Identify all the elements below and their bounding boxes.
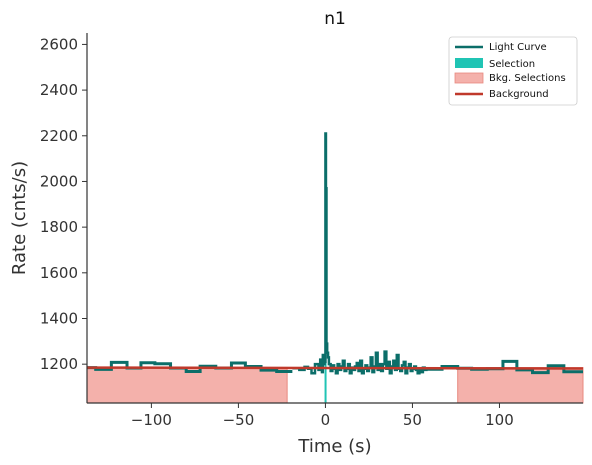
y-tick-label-1: 1400 bbox=[40, 309, 78, 327]
selection-band bbox=[324, 355, 327, 403]
y-tick-label-7: 2600 bbox=[40, 35, 78, 53]
y-tick-label-3: 1800 bbox=[40, 218, 78, 236]
y-tick-label-5: 2200 bbox=[40, 127, 78, 145]
light-curve-series bbox=[87, 132, 583, 375]
legend-label-selection: Selection bbox=[489, 59, 535, 70]
y-tick-label-4: 2000 bbox=[40, 172, 78, 190]
x-axis-label: Time (s) bbox=[297, 436, 371, 457]
light-curve-post bbox=[426, 359, 583, 375]
light-curve-burst bbox=[292, 132, 428, 375]
chart-title: n1 bbox=[324, 9, 346, 29]
y-tick-label-6: 2400 bbox=[40, 81, 78, 99]
x-ticks: −100 −50 0 50 100 bbox=[131, 403, 514, 429]
legend-label-bkg-selections: Bkg. Selections bbox=[489, 73, 566, 84]
y-ticks: 1200 1400 1600 1800 2000 2200 2400 2600 bbox=[40, 35, 87, 373]
background-line bbox=[86, 366, 584, 370]
light-curve-pre bbox=[87, 360, 293, 373]
legend-frame bbox=[448, 36, 578, 106]
y-axis-label: Rate (cnts/s) bbox=[9, 161, 30, 275]
x-tick-label-0: −100 bbox=[131, 411, 172, 429]
bkg-selection-region-0 bbox=[86, 367, 288, 404]
background-series bbox=[86, 366, 584, 370]
bkg-selection-region-1 bbox=[457, 367, 584, 404]
legend-swatch-bkg-selections bbox=[454, 72, 484, 84]
x-tick-label-4: 100 bbox=[485, 411, 514, 429]
x-tick-label-2: 0 bbox=[321, 411, 331, 429]
axes bbox=[86, 33, 583, 404]
legend-label-background: Background bbox=[489, 89, 549, 100]
legend: Light Curve Selection Bkg. Selections Ba… bbox=[448, 36, 578, 106]
legend-swatch-selection bbox=[455, 58, 483, 68]
y-tick-label-2: 1600 bbox=[40, 264, 78, 282]
selection-region bbox=[324, 355, 327, 403]
legend-label-light-curve: Light Curve bbox=[489, 42, 547, 53]
bkg-selection-regions bbox=[86, 367, 584, 404]
y-tick-label-0: 1200 bbox=[40, 355, 78, 373]
x-tick-label-3: 50 bbox=[403, 411, 422, 429]
x-tick-label-1: −50 bbox=[223, 411, 255, 429]
